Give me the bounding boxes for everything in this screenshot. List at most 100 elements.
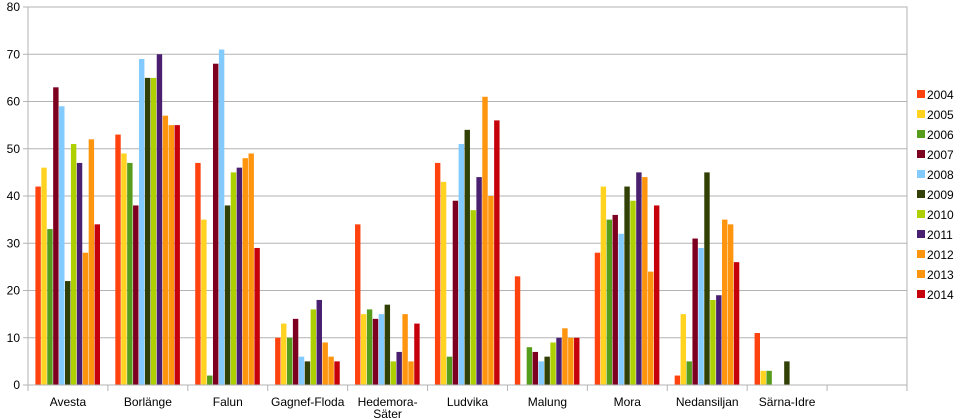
bar-gagnef-floda-2008 <box>298 356 305 385</box>
bar-gagnef-floda-2013 <box>328 356 334 385</box>
bar-avesta-2014 <box>94 224 101 385</box>
bar-borlänge-2004 <box>115 134 121 385</box>
bar-borlänge-2013 <box>168 125 174 385</box>
legend-swatch-2010 <box>917 210 925 218</box>
bar-mora-2010 <box>630 200 636 385</box>
bar-avesta-2011 <box>76 162 83 385</box>
bar-nedansiljan-2011 <box>716 295 722 385</box>
x-tick-label: Säter <box>373 407 402 418</box>
bar-ludvika-2006 <box>446 356 453 385</box>
legend-swatch-2004 <box>917 90 925 98</box>
bar-nedansiljan-2004 <box>674 375 681 385</box>
bar-falun-2012 <box>242 158 248 385</box>
bar-falun-2011 <box>236 167 243 385</box>
bar-falun-2007 <box>212 63 219 385</box>
bar-borlänge-2008 <box>138 58 145 385</box>
bar-hedemora-säter-2005 <box>360 314 367 385</box>
x-tick-label: Mora <box>614 395 642 409</box>
bar-nedansiljan-2010 <box>710 299 716 385</box>
y-tick-label: 40 <box>7 189 21 203</box>
bar-malung-2006 <box>526 347 533 385</box>
legend: 2004 2005 2006 2007 2008 2009 2010 2011 2012 2013… <box>917 88 954 302</box>
bar-borlänge-2010 <box>150 77 157 385</box>
bar-nedansiljan-2006 <box>686 361 692 385</box>
legend-swatch-2011 <box>917 230 925 238</box>
bar-hedemora-säter-2006 <box>366 309 373 385</box>
bar-mora-2013 <box>648 271 654 385</box>
bar-malung-2004 <box>514 276 521 385</box>
legend-label-2013: 2013 <box>927 268 954 282</box>
bar-malung-2011 <box>556 337 562 385</box>
legend-label-2007: 2007 <box>927 148 954 162</box>
bar-hedemora-säter-2014 <box>414 323 420 385</box>
bar-ludvika-2008 <box>458 144 465 385</box>
bar-avesta-2006 <box>47 229 53 385</box>
bar-hedemora-säter-2008 <box>378 314 385 385</box>
bar-nedansiljan-2008 <box>698 247 704 385</box>
bar-särna-idre-2006 <box>766 370 772 385</box>
y-tick-label: 80 <box>7 0 21 14</box>
legend-label-2012: 2012 <box>927 248 954 262</box>
legend-swatch-2013 <box>917 270 925 278</box>
x-tick-label: Borlänge <box>124 395 172 409</box>
bar-gagnef-floda-2014 <box>334 361 340 385</box>
bar-ludvika-2009 <box>464 129 470 385</box>
bar-mora-2014 <box>653 205 660 385</box>
plot-frame <box>27 6 908 386</box>
bar-hedemora-säter-2007 <box>372 318 379 385</box>
bar-gagnef-floda-2007 <box>292 318 299 385</box>
legend-label-2006: 2006 <box>927 128 954 142</box>
bar-ludvika-2010 <box>470 210 476 385</box>
x-axis-tick-labels: Avesta Borlänge Falun Gagnef-Floda Hedemora-… <box>50 395 816 418</box>
bar-nedansiljan-2009 <box>704 172 710 385</box>
bar-avesta-2007 <box>53 87 59 385</box>
bar-falun-2008 <box>218 49 225 386</box>
bar-mora-2009 <box>624 186 630 385</box>
legend-label-2005: 2005 <box>927 108 954 122</box>
bar-falun-2014 <box>254 247 260 385</box>
x-tick-label: Malung <box>528 395 567 409</box>
bars <box>35 49 790 386</box>
y-tick-label: 30 <box>7 236 21 250</box>
y-tick-label: 50 <box>7 142 21 156</box>
bar-malung-2007 <box>532 351 539 385</box>
bar-falun-2004 <box>195 162 201 385</box>
legend-label-2010: 2010 <box>927 208 954 222</box>
bar-gagnef-floda-2010 <box>310 309 317 385</box>
legend-swatch-2005 <box>917 110 925 118</box>
x-tick-label: Avesta <box>50 395 87 409</box>
bar-mora-2008 <box>618 233 624 385</box>
bar-ludvika-2014 <box>494 120 500 386</box>
bar-ludvika-2011 <box>476 177 482 385</box>
bar-falun-2009 <box>224 205 231 385</box>
bar-hedemora-säter-2004 <box>355 224 361 385</box>
bar-nedansiljan-2007 <box>692 238 698 385</box>
bar-särna-idre-2005 <box>760 370 766 385</box>
bar-gagnef-floda-2005 <box>281 323 287 385</box>
bar-hedemora-säter-2011 <box>396 351 402 385</box>
legend-label-2014: 2014 <box>927 288 954 302</box>
bar-nedansiljan-2012 <box>722 219 728 385</box>
legend-swatch-2012 <box>917 250 925 258</box>
bar-malung-2009 <box>544 356 550 385</box>
legend-swatch-2014 <box>917 290 925 298</box>
bar-borlänge-2006 <box>127 162 133 385</box>
bar-gagnef-floda-2012 <box>322 342 328 385</box>
legend-swatch-2009 <box>917 190 925 198</box>
bar-ludvika-2004 <box>434 162 441 385</box>
bar-borlänge-2007 <box>133 205 139 385</box>
bar-falun-2010 <box>230 172 237 385</box>
bar-borlänge-2005 <box>121 153 127 385</box>
bar-nedansiljan-2014 <box>733 262 740 385</box>
bar-malung-2010 <box>550 342 556 385</box>
bar-ludvika-2007 <box>452 200 459 385</box>
x-tick-label: Ludvika <box>447 395 489 409</box>
bar-mora-2004 <box>594 252 601 385</box>
bar-ludvika-2005 <box>440 181 447 385</box>
bar-hedemora-säter-2009 <box>384 304 391 385</box>
bar-avesta-2009 <box>64 281 71 385</box>
bar-mora-2012 <box>642 177 648 385</box>
bar-särna-idre-2009 <box>784 361 790 385</box>
bar-borlänge-2011 <box>156 54 163 385</box>
